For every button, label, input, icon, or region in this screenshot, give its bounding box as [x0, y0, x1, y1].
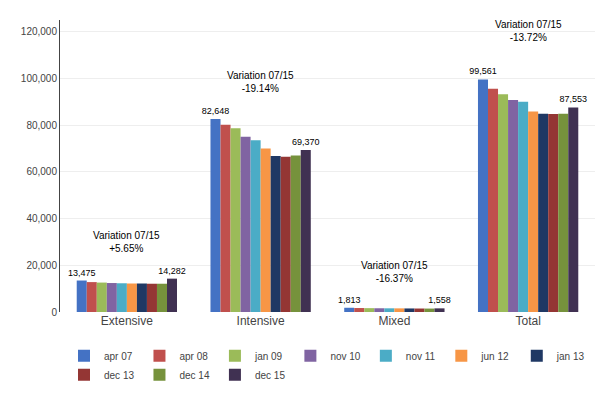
- svg-text:Total: Total: [515, 314, 540, 328]
- svg-text:Intensive: Intensive: [237, 314, 285, 328]
- svg-text:nov 10: nov 10: [330, 351, 360, 362]
- svg-text:jan 13: jan 13: [556, 351, 585, 362]
- svg-text:1,813: 1,813: [338, 295, 361, 305]
- svg-text:dec 14: dec 14: [179, 370, 209, 381]
- svg-text:99,561: 99,561: [469, 66, 497, 76]
- svg-text:nov 11: nov 11: [406, 351, 436, 362]
- svg-text:82,648: 82,648: [202, 106, 230, 116]
- svg-text:Variation 07/15+5.65%: Variation 07/15+5.65%: [93, 230, 160, 254]
- svg-text:Extensive: Extensive: [101, 314, 153, 328]
- svg-text:100,000: 100,000: [21, 73, 58, 84]
- svg-text:dec 13: dec 13: [104, 370, 134, 381]
- svg-text:14,282: 14,282: [158, 266, 186, 276]
- svg-text:69,370: 69,370: [292, 137, 320, 147]
- svg-text:Variation 07/15-13.72%: Variation 07/15-13.72%: [495, 19, 562, 43]
- svg-text:0: 0: [51, 307, 57, 318]
- svg-text:13,475: 13,475: [68, 268, 96, 278]
- svg-text:Variation 07/15-19.14%: Variation 07/15-19.14%: [227, 70, 294, 94]
- svg-text:60,000: 60,000: [26, 166, 57, 177]
- svg-text:apr 07: apr 07: [104, 351, 133, 362]
- svg-text:87,553: 87,553: [559, 94, 587, 104]
- svg-text:Variation 07/15-16.37%: Variation 07/15-16.37%: [361, 260, 428, 284]
- svg-text:120,000: 120,000: [21, 26, 58, 37]
- svg-text:jan 09: jan 09: [254, 351, 283, 362]
- svg-text:40,000: 40,000: [26, 213, 57, 224]
- svg-text:20,000: 20,000: [26, 260, 57, 271]
- svg-text:1,558: 1,558: [428, 295, 451, 305]
- svg-text:apr 08: apr 08: [179, 351, 208, 362]
- svg-text:80,000: 80,000: [26, 120, 57, 131]
- svg-text:dec 15: dec 15: [255, 370, 285, 381]
- svg-text:Mixed: Mixed: [378, 314, 410, 328]
- svg-text:jun 12: jun 12: [480, 351, 509, 362]
